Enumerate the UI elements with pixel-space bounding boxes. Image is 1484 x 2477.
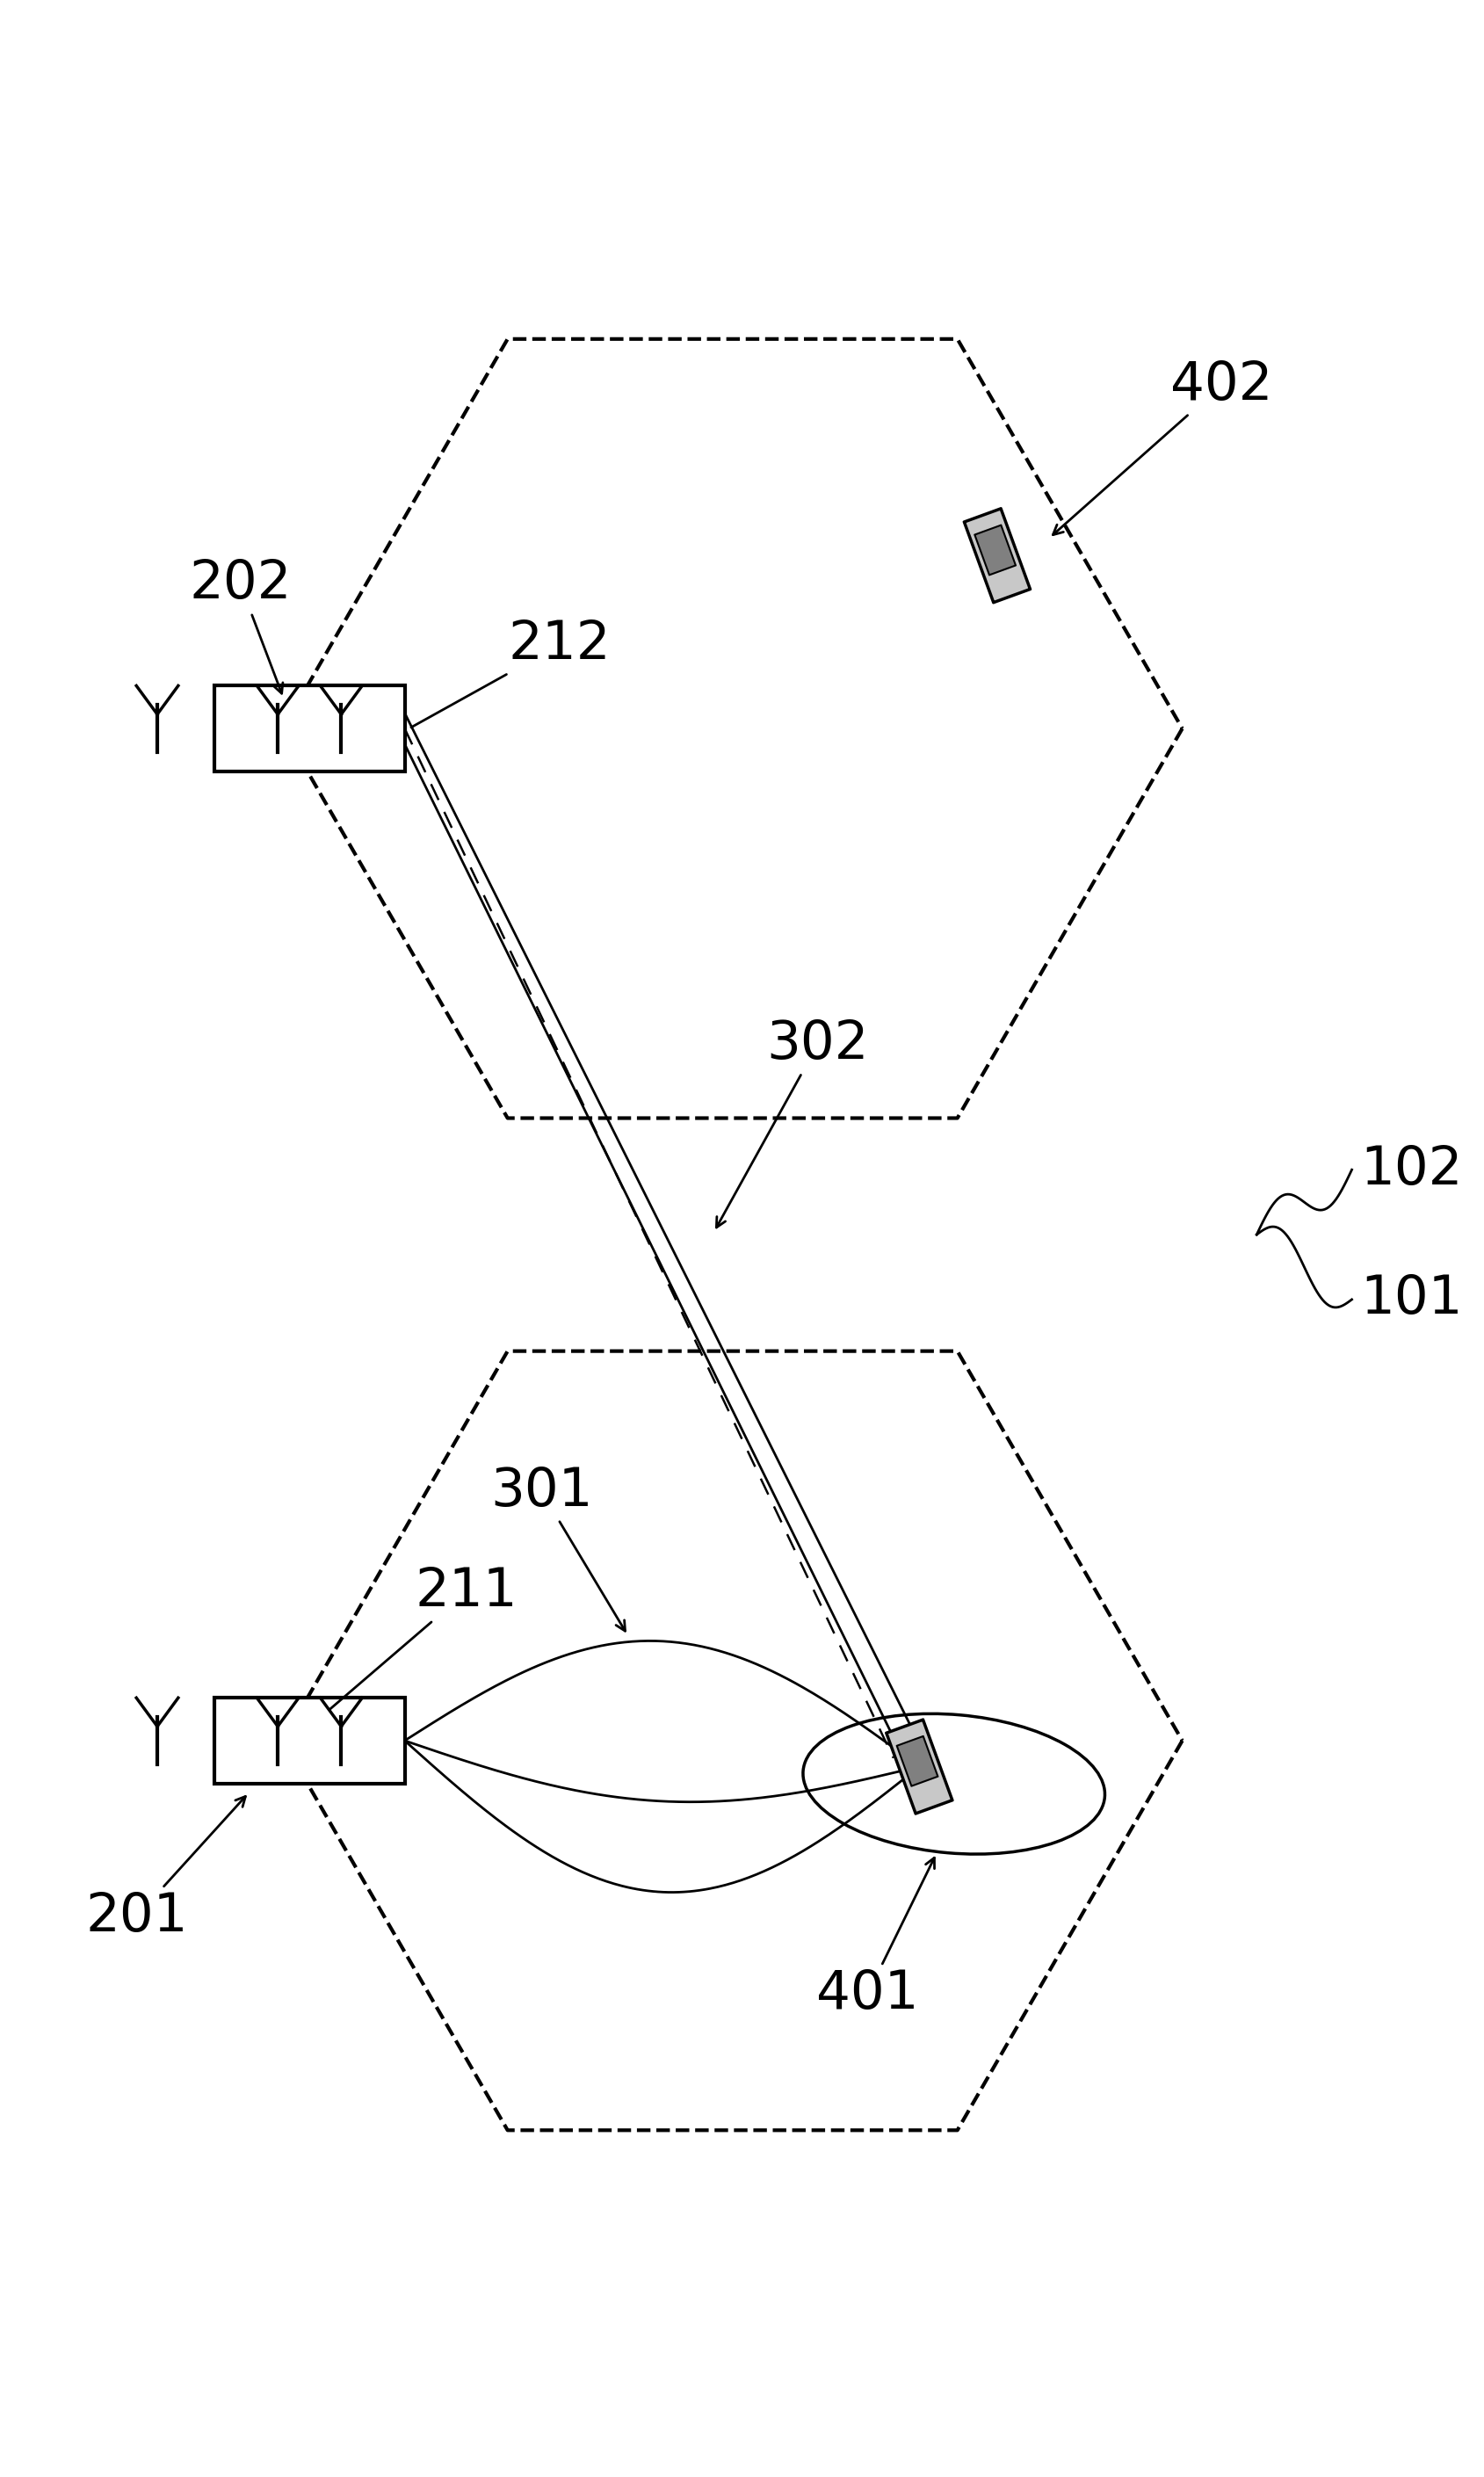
- FancyBboxPatch shape: [896, 1736, 938, 1786]
- Bar: [214, 686, 405, 773]
- Text: 201: 201: [86, 1796, 245, 1942]
- Text: 202: 202: [188, 557, 291, 694]
- Text: 301: 301: [490, 1466, 625, 1630]
- Text: 402: 402: [1054, 359, 1273, 535]
- Bar: [214, 1697, 405, 1783]
- FancyBboxPatch shape: [975, 525, 1015, 575]
- Text: 401: 401: [816, 1858, 935, 2021]
- FancyBboxPatch shape: [965, 508, 1030, 602]
- Text: 101: 101: [1361, 1273, 1463, 1325]
- Text: 302: 302: [717, 1018, 868, 1229]
- FancyBboxPatch shape: [886, 1719, 953, 1813]
- Text: 212: 212: [411, 619, 611, 728]
- Text: 102: 102: [1361, 1144, 1463, 1196]
- Text: 211: 211: [331, 1565, 518, 1709]
